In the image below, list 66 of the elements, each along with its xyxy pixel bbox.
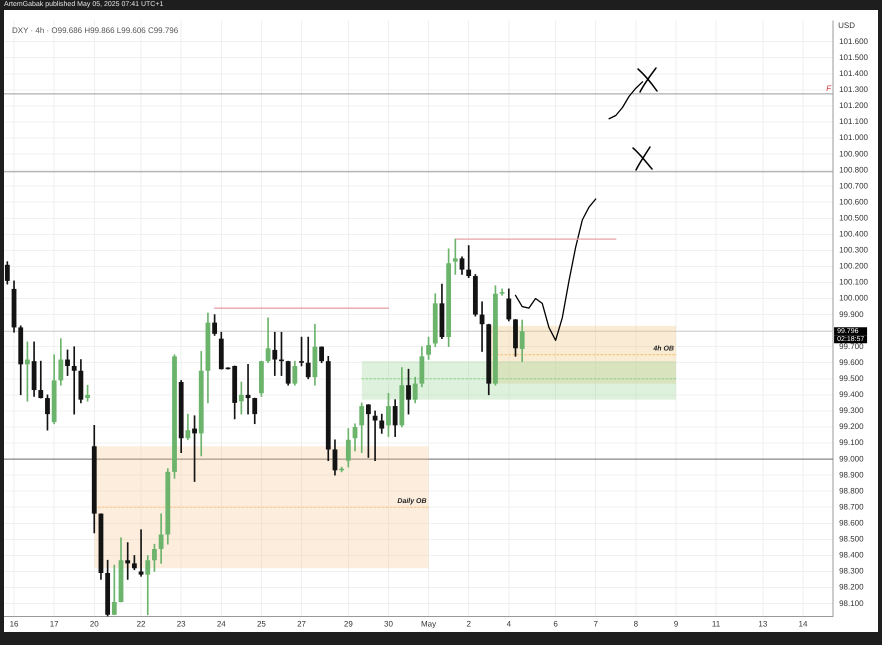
x-tick-label: 6 [553, 619, 558, 628]
y-tick-label: 98.600 [839, 518, 864, 528]
x-tick-label: 14 [798, 619, 808, 628]
y-tick-label: 99.100 [839, 438, 864, 448]
y-axis-title: USD [838, 21, 856, 30]
candlestick [246, 364, 250, 414]
x-tick-label: 4 [506, 619, 512, 628]
y-tick-label: 101.200 [839, 101, 869, 110]
y-tick-label: 100.800 [839, 165, 869, 174]
x-tick-label: 8 [634, 619, 639, 628]
x-tick-label: 2 [466, 619, 472, 628]
y-tick-label: 99.900 [839, 310, 864, 319]
x-tick-label: 30 [384, 619, 394, 628]
y-tick-label: 100.500 [839, 213, 869, 222]
x-tick-label: 7 [593, 619, 598, 628]
y-tick-label: 98.100 [839, 598, 864, 608]
y-tick-label: 101.100 [839, 117, 869, 126]
y-tick-label: 101.500 [839, 52, 869, 62]
y-tick-label: 101.000 [839, 133, 869, 142]
y-tick-label: 98.700 [839, 502, 864, 512]
y-tick-label: 99.400 [839, 390, 864, 400]
y-tick-label: 98.800 [839, 486, 864, 496]
y-tick-label: 99.200 [839, 422, 864, 432]
text: DXY · 4h · O99.686 H99.866 L99.606 C99.796 [12, 26, 179, 36]
x-tick-label: 22 [136, 619, 146, 628]
y-tick-label: 101.400 [839, 68, 869, 78]
x-tick-label: 20 [90, 619, 100, 628]
y-tick-label: 101.300 [839, 85, 869, 94]
x-tick-label: 11 [712, 619, 721, 628]
x-tick-label: 9 [674, 619, 679, 628]
x-tick-label: 16 [10, 619, 20, 628]
y-tick-label: 100.000 [839, 294, 869, 303]
candlestick [299, 336, 304, 366]
y-tick-label: 99.000 [839, 454, 864, 464]
y-tick-label: 100.900 [839, 149, 869, 158]
candlestick [480, 301, 484, 352]
y-tick-label: 98.500 [839, 534, 864, 544]
ref-line-label: F [826, 84, 832, 93]
y-tick-label: 99.300 [839, 406, 864, 416]
y-tick-label: 100.400 [839, 230, 869, 239]
x-tick-label: 25 [256, 619, 266, 628]
x-tick-label: 29 [344, 619, 354, 628]
x-tick-label: 13 [758, 619, 768, 628]
y-tick-label: 100.300 [839, 246, 869, 255]
candlestick [192, 415, 197, 482]
y-tick-label: 99.600 [839, 358, 864, 367]
x-tick-label: 24 [216, 619, 226, 628]
y-tick-label: 100.600 [839, 197, 869, 206]
y-tick-label: 100.100 [839, 278, 869, 287]
candlestick [138, 529, 144, 577]
y-tick-label: 99.500 [839, 374, 864, 384]
x-tick-label: May [421, 619, 436, 628]
x-tick-label: 17 [50, 619, 60, 628]
x-tick-label: 23 [176, 619, 186, 628]
x-tick-label: 27 [297, 619, 307, 628]
y-tick-label: 98.200 [839, 582, 864, 592]
candlestick [85, 384, 90, 402]
candlestick [65, 350, 70, 376]
y-tick-label: 100.700 [839, 181, 869, 190]
y-tick-label: 98.300 [839, 566, 864, 576]
y-tick-label: 100.200 [839, 262, 869, 271]
y-tick-label: 98.900 [839, 470, 864, 480]
y-tick-label: 98.400 [839, 550, 864, 560]
y-tick-label: 99.700 [839, 342, 864, 351]
y-tick-label: 101.600 [839, 36, 869, 46]
candlestick [279, 332, 284, 376]
